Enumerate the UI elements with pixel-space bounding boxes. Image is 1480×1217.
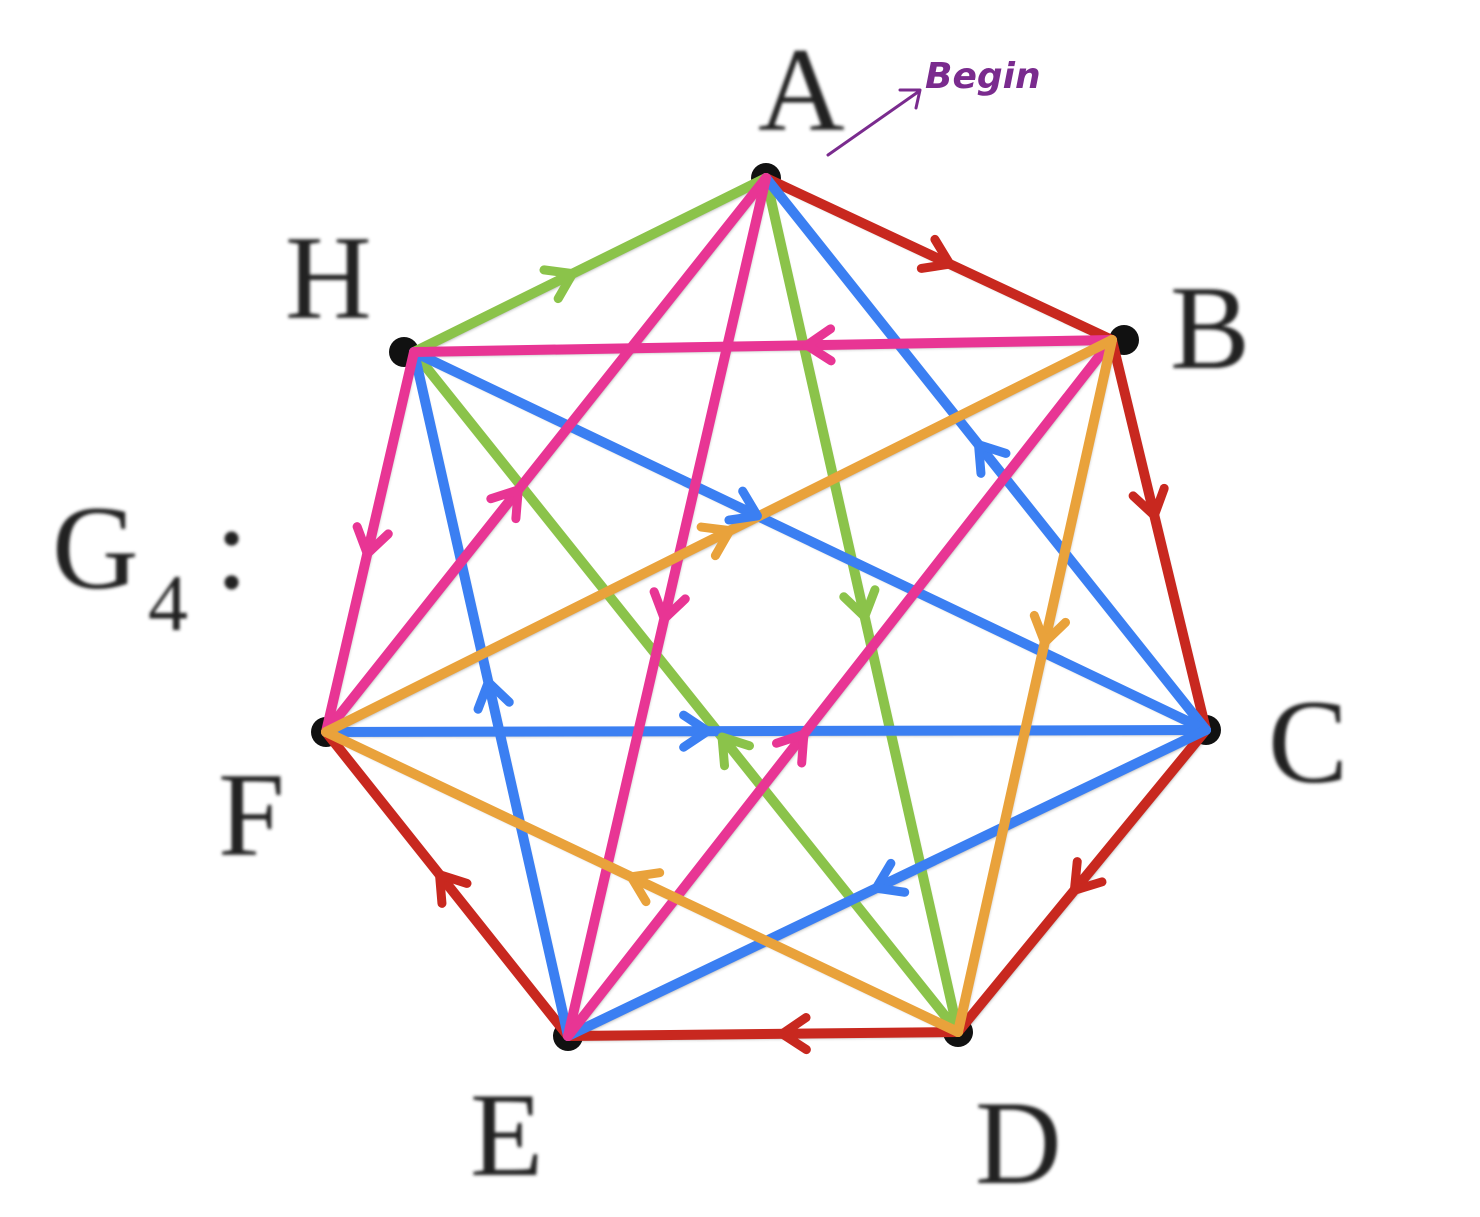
- arrow-layer: [352, 234, 1169, 1055]
- arrowhead-icon: [626, 868, 665, 907]
- vertex-label-e: E: [470, 1068, 543, 1201]
- arrowhead-icon: [777, 1013, 811, 1055]
- arrowhead-icon: [352, 522, 393, 559]
- background-edge-layer: [326, 179, 1210, 1041]
- begin-annotation: Begin: [826, 56, 1041, 157]
- arrowhead-icon: [486, 485, 523, 524]
- arrowhead-icon: [696, 522, 735, 561]
- arrowhead-icon: [1069, 857, 1107, 895]
- edge-a-b: [761, 173, 1117, 345]
- arrowhead-icon: [473, 677, 514, 714]
- graph-name-subscript: 4: [148, 560, 188, 648]
- vertex-layer: [311, 163, 1221, 1051]
- edge-h-a: [409, 173, 771, 357]
- arrowhead-icon: [771, 729, 809, 768]
- arrowhead-icon: [649, 587, 690, 624]
- edge-c-d: [953, 725, 1211, 1037]
- arrowhead-icon: [839, 585, 880, 622]
- edge-b-c: [1107, 335, 1211, 735]
- arrowhead-icon: [974, 440, 1011, 478]
- vertex-label-a: A: [758, 23, 845, 156]
- edge-f-b: [321, 335, 1117, 737]
- edge-c-a: [761, 173, 1211, 735]
- edge-a-e: [563, 173, 771, 1041]
- arrowhead-icon: [435, 870, 472, 908]
- begin-arrow-icon: [826, 90, 920, 157]
- arrowhead-icon: [679, 710, 713, 752]
- edge-h-c: [409, 347, 1211, 735]
- vertex-label-layer: A B C D E F H G 4 :: [52, 23, 1348, 1209]
- vertex-label-h: H: [285, 211, 372, 344]
- arrowhead-icon: [1029, 610, 1071, 647]
- edge-f-a: [321, 173, 771, 737]
- edge-e-h: [409, 347, 573, 1041]
- begin-note: Begin: [925, 56, 1041, 97]
- edge-layer: [321, 173, 1211, 1041]
- arrowhead-icon: [717, 732, 755, 771]
- edge-e-b: [563, 335, 1117, 1041]
- arrowhead-icon: [724, 486, 762, 525]
- vertex-label-f: F: [218, 748, 285, 881]
- edge-d-e: [563, 1027, 963, 1041]
- vertex-label-b: B: [1170, 261, 1250, 394]
- arrowhead-icon: [539, 265, 578, 304]
- arrowhead-icon: [802, 324, 836, 366]
- edge-b-d: [953, 335, 1117, 1037]
- arrowhead-icon: [871, 858, 910, 897]
- edge-h-f: [321, 347, 419, 737]
- edge-f-c: [321, 725, 1211, 737]
- graph-name-colon: :: [215, 481, 248, 614]
- arrowhead-icon: [1128, 483, 1169, 520]
- vertex-label-d: D: [975, 1076, 1062, 1209]
- edge-b-h: [409, 335, 1117, 357]
- vertex-label-c: C: [1268, 675, 1348, 808]
- edge-a-d: [761, 173, 963, 1037]
- arrowhead-icon: [916, 234, 955, 273]
- graph-name-letter: G: [52, 481, 139, 614]
- edge-d-f: [321, 727, 963, 1037]
- begin-arrowhead-icon: [898, 88, 922, 110]
- edge-e-f: [321, 727, 573, 1041]
- edge-d-h: [409, 347, 963, 1037]
- edge-c-e: [563, 725, 1211, 1041]
